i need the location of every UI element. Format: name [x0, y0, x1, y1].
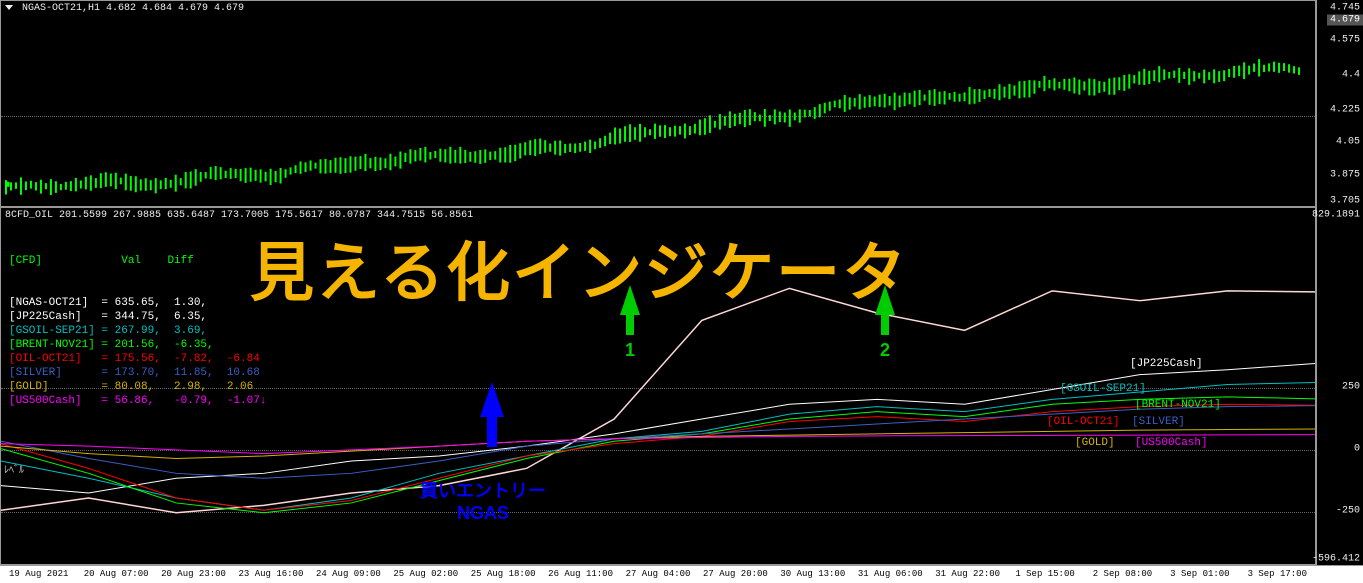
y-tick: 250 — [1342, 382, 1360, 393]
table-row: [GSOIL-SEP21] = 267.99, 3.69, — [9, 324, 266, 338]
x-tick: 2 Sep 08:00 — [1093, 569, 1152, 579]
series-label: [US500Cash] — [1135, 437, 1208, 449]
x-tick: 24 Aug 09:00 — [316, 569, 381, 579]
y-tick: 4.745 — [1330, 3, 1360, 14]
table-row: [NGAS-OCT21] = 635.65, 1.30, — [9, 296, 266, 310]
y-tick: -596.412 — [1312, 554, 1360, 565]
x-tick: 19 Aug 2021 — [9, 569, 68, 579]
series-label: [OIL-OCT21] — [1047, 416, 1120, 428]
blue-entry-text: 買いエントリーNGAS — [420, 480, 546, 524]
y-tick: -250 — [1336, 506, 1360, 517]
x-tick: 27 Aug 20:00 — [703, 569, 768, 579]
table-row: [US500Cash] = 56.86, -0.79, -1.07↓ — [9, 394, 266, 408]
x-tick: 23 Aug 16:00 — [239, 569, 304, 579]
y-tick: 4.05 — [1336, 137, 1360, 148]
y-tick: 829.1891 — [1312, 210, 1360, 221]
indicator-title: 8CFD_OIL 201.5599 267.9885 635.6487 173.… — [5, 210, 473, 221]
series-label: [GOLD] — [1075, 437, 1115, 449]
blue-arrow-icon — [480, 382, 504, 417]
x-tick: 25 Aug 18:00 — [471, 569, 536, 579]
candlestick-chart — [1, 1, 1315, 206]
indicator-y-axis: 829.1891 250 0 -250 -596.412 — [1316, 207, 1363, 565]
series-label: [JP225Cash] — [1130, 358, 1203, 370]
x-tick: 30 Aug 13:00 — [780, 569, 845, 579]
series-label: [SILVER] — [1132, 416, 1185, 428]
price-chart-panel[interactable]: NGAS-OCT21,H1 4.682 4.684 4.679 4.679 — [0, 0, 1316, 207]
series-label: [BRENT-NOV21] — [1135, 399, 1221, 411]
x-tick: 31 Aug 22:00 — [935, 569, 1000, 579]
arrow-2-label: 2 — [880, 340, 890, 361]
chart-dropdown-icon[interactable] — [5, 5, 13, 10]
y-tick: 4.575 — [1330, 35, 1360, 46]
x-tick: 27 Aug 04:00 — [626, 569, 691, 579]
y-tick: 3.705 — [1330, 196, 1360, 207]
table-row: [BRENT-NOV21] = 201.56, -6.35, — [9, 338, 266, 352]
table-header: [CFD] Val Diff — [9, 254, 266, 268]
table-row: [JP225Cash] = 344.75, 6.35, — [9, 310, 266, 324]
x-tick: 3 Sep 17:00 — [1248, 569, 1307, 579]
overlay-title: 見える化インジケータ — [250, 222, 908, 314]
x-tick: 20 Aug 23:00 — [161, 569, 226, 579]
green-arrow-1-icon — [620, 285, 640, 315]
y-tick: 4.225 — [1330, 105, 1360, 116]
time-x-axis: 19 Aug 2021 20 Aug 07:00 20 Aug 23:00 23 Au… — [0, 565, 1363, 583]
cfd-data-table: [CFD] Val Diff [NGAS-OCT21] = 635.65, 1.… — [9, 226, 266, 436]
x-tick: 20 Aug 07:00 — [84, 569, 149, 579]
x-tick: 3 Sep 01:00 — [1170, 569, 1229, 579]
series-label: [GSOIL-SEP21] — [1060, 383, 1146, 395]
x-tick: 1 Sep 15:00 — [1015, 569, 1074, 579]
table-row: [GOLD] = 80.08, 2.98, 2.06 — [9, 380, 266, 394]
level-label: ﾚﾍﾞﾙ — [4, 461, 24, 477]
table-row: [SILVER] = 173.70, 11.85, 10.68 — [9, 366, 266, 380]
price-marker: 4.679 — [1327, 15, 1363, 26]
green-arrow-2-icon — [875, 285, 895, 315]
y-tick: 4.4 — [1342, 70, 1360, 81]
x-tick: 26 Aug 11:00 — [548, 569, 613, 579]
price-title-text: NGAS-OCT21,H1 4.682 4.684 4.679 4.679 — [22, 3, 244, 14]
price-y-axis: 4.745 4.679 4.575 4.4 4.225 4.05 3.875 3… — [1316, 0, 1363, 207]
y-tick: 3.875 — [1330, 170, 1360, 181]
price-chart-title: NGAS-OCT21,H1 4.682 4.684 4.679 4.679 — [5, 3, 244, 14]
table-row: [OIL-OCT21] = 175.56, -7.82, -6.84 — [9, 352, 266, 366]
x-tick: 25 Aug 02:00 — [393, 569, 458, 579]
arrow-1-label: 1 — [625, 340, 635, 361]
x-tick: 31 Aug 06:00 — [858, 569, 923, 579]
y-tick: 0 — [1354, 444, 1360, 455]
